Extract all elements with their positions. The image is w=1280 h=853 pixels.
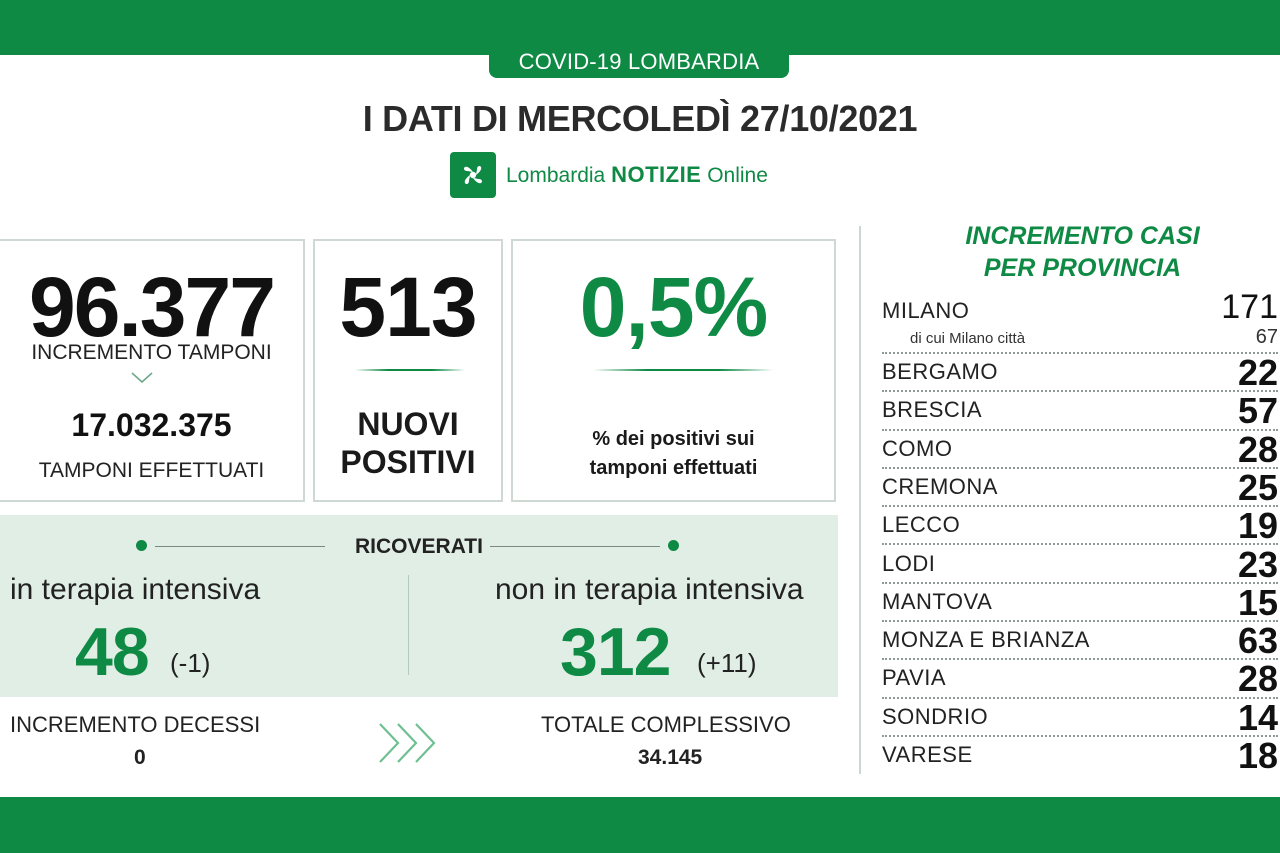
province-value: 57 [1237,390,1278,432]
ricoverati-title: RICOVERATI [355,535,483,558]
percentuale-value: 0,5% [579,260,768,354]
top-band [0,0,1280,55]
non-intensiva-label: non in terapia intensiva [495,573,804,606]
province-title-line2: PER PROVINCIA [983,254,1182,282]
tamponi-card: 96.377 INCREMENTO TAMPONI 17.032.375 TAM… [0,239,305,502]
province-name: VARESE [882,742,973,767]
percentuale-label-line2: tamponi effettuati [589,457,758,479]
non-intensiva-delta: (+11) [697,648,757,678]
chevron-down-icon [131,372,153,384]
province-name: MILANO [882,298,970,323]
province-name: SONDRIO [882,703,989,729]
nuovi-positivi-value: 513 [339,260,477,354]
province-row-sondrio: SONDRIO 14 [882,696,1278,738]
percentuale-label-line1: % dei positivi sui [592,428,755,450]
province-row-varese: VARESE 18 [882,735,1278,776]
milano-city-value: 67 [1255,326,1278,348]
province-name: BRESCIA [882,397,983,423]
brand-logo: Lombardia NOTIZIE Online [450,152,768,198]
intensiva-label: in terapia intensiva [10,573,261,606]
decessi-total-value: 34.145 [638,746,703,769]
tamponi-total: 17.032.375 [71,407,232,443]
province-row-milano: MILANO 171 di cui Milano città 67 [882,288,1278,354]
lombardia-rose-icon [450,152,496,198]
province-value: 19 [1237,505,1278,547]
province-row-bergamo: BERGAMO 22 [882,352,1278,393]
province-value: 63 [1237,620,1278,662]
province-row-mantova: MANTOVA 15 [882,581,1278,623]
province-row-cremona: CREMONA 25 [882,466,1278,508]
page-title: I DATI DI MERCOLEDÌ 27/10/2021 [362,98,918,139]
province-row-pavia: PAVIA 28 [882,658,1278,700]
panel-divider [408,575,409,675]
province-value: 18 [1237,735,1278,776]
brand-suffix: Online [707,164,768,187]
province-name: LODI [882,550,936,576]
province-row-lecco: LECCO 19 [882,505,1278,547]
province-name: PAVIA [882,665,947,691]
nuovi-positivi-label-line2: POSITIVI [340,444,476,480]
decessi-increment-label: INCREMENTO DECESSI [10,712,261,737]
divider [355,369,465,371]
province-value: 15 [1237,581,1278,623]
province-value: 14 [1237,696,1278,738]
percentuale-label: % dei positivi sui tamponi effettuati [513,425,834,483]
milano-city-label: di cui Milano città [910,330,1026,347]
province-row-lodi: LODI 23 [882,543,1278,585]
title-rule [490,546,660,547]
bullet-dot [136,540,147,551]
intensiva-value: 48 [75,614,150,690]
province-row-como: COMO 28 [882,428,1278,470]
decessi-increment-value: 0 [134,746,146,769]
title-rule [155,546,325,547]
province-name: MANTOVA [882,588,993,614]
bullet-dot [668,540,679,551]
province-name: COMO [882,435,953,461]
province-row-monza-e-brianza: MONZA E BRIANZA 63 [882,620,1278,662]
bottom-band [0,797,1280,853]
nuovi-positivi-card: 513 NUOVI POSITIVI [313,239,503,502]
tamponi-increment: 96.377 [29,260,276,354]
province-value: 171 [1221,288,1278,326]
arrows-right-icon [379,723,436,763]
region-badge: COVID-19 LOMBARDIA [489,48,789,78]
province-value: 28 [1237,428,1278,470]
brand-bold: NOTIZIE [611,162,702,187]
province-value: 23 [1237,543,1278,585]
province-name: CREMONA [882,473,998,499]
tamponi-total-label: TAMPONI EFFETTUATI [38,459,265,482]
nuovi-positivi-label-line1: NUOVI [357,406,459,442]
non-intensiva-value: 312 [560,614,671,690]
percentuale-card: 0,5% % dei positivi sui tamponi effettua… [511,239,836,502]
decessi-total-label: TOTALE COMPLESSIVO [541,712,791,737]
column-divider [859,226,861,774]
brand-text: Lombardia NOTIZIE Online [506,162,768,188]
province-row-brescia: BRESCIA 57 [882,390,1278,432]
brand-prefix: Lombardia [506,164,606,187]
province-value: 22 [1237,352,1278,393]
tamponi-increment-label: INCREMENTO TAMPONI [31,341,272,364]
province-value: 25 [1237,466,1278,508]
province-title: INCREMENTO CASI PER PROVINCIA [905,220,1260,284]
ricoverati-panel: RICOVERATI in terapia intensiva 48 (-1) … [0,515,838,697]
province-title-line1: INCREMENTO CASI [965,222,1200,250]
nuovi-positivi-label: NUOVI POSITIVI [315,405,501,481]
intensiva-delta: (-1) [170,648,211,678]
province-value: 28 [1237,658,1278,700]
province-name: BERGAMO [882,359,998,384]
province-name: MONZA E BRIANZA [882,627,1090,653]
divider [593,369,773,371]
province-name: LECCO [882,512,961,538]
